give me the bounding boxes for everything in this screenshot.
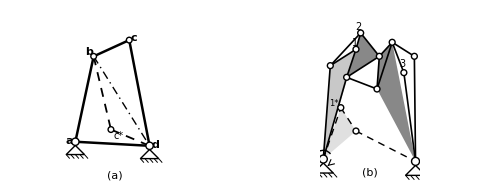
Circle shape <box>146 142 153 149</box>
Circle shape <box>401 70 407 76</box>
Text: 1: 1 <box>352 38 358 49</box>
Text: a: a <box>66 136 73 146</box>
Text: c*: c* <box>114 131 124 141</box>
Circle shape <box>126 37 132 43</box>
Circle shape <box>338 105 344 111</box>
Text: 2: 2 <box>355 22 362 32</box>
Text: (a): (a) <box>107 170 123 180</box>
Circle shape <box>358 30 364 36</box>
Polygon shape <box>324 49 356 159</box>
Circle shape <box>376 53 382 59</box>
Polygon shape <box>324 108 356 159</box>
Polygon shape <box>66 145 84 155</box>
Text: b: b <box>85 47 93 57</box>
Circle shape <box>412 157 420 165</box>
Circle shape <box>91 54 96 59</box>
Text: d: d <box>152 140 160 150</box>
Circle shape <box>353 128 359 134</box>
Circle shape <box>374 86 380 92</box>
Polygon shape <box>314 163 334 173</box>
Circle shape <box>72 138 79 145</box>
Text: c: c <box>130 33 137 43</box>
Text: 3: 3 <box>399 59 405 69</box>
Polygon shape <box>377 42 416 161</box>
Circle shape <box>353 46 359 52</box>
Polygon shape <box>346 33 380 77</box>
Text: (b): (b) <box>362 168 378 178</box>
Circle shape <box>412 53 418 59</box>
Circle shape <box>344 74 349 80</box>
Circle shape <box>389 39 395 45</box>
Polygon shape <box>140 149 158 159</box>
Circle shape <box>108 127 114 132</box>
Text: 1*: 1* <box>329 99 338 108</box>
Polygon shape <box>406 165 425 175</box>
Circle shape <box>320 155 328 163</box>
Circle shape <box>328 63 333 69</box>
